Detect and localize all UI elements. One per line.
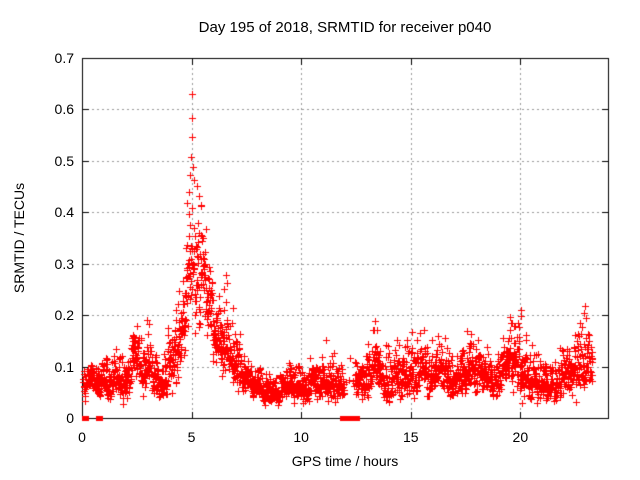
y-axis-title: SRMTID / TECUs <box>11 182 27 294</box>
y-tick-label: 0.1 <box>54 358 74 375</box>
x-tick-label: 5 <box>187 429 196 445</box>
x-tick-label: 20 <box>512 429 529 445</box>
y-tick-label: 0.6 <box>54 101 74 118</box>
y-tick-label: 0.4 <box>54 204 74 221</box>
x-axis-title: GPS time / hours <box>291 453 399 469</box>
x-tick-label: 0 <box>78 429 86 445</box>
y-tick-label: 0.3 <box>54 255 74 272</box>
y-tick-label: 0 <box>66 410 74 426</box>
x-tick-label: 10 <box>293 429 309 445</box>
y-tick-label: 0.5 <box>54 152 74 169</box>
chart-title: Day 195 of 2018, SRMTID for receiver p04… <box>198 19 492 36</box>
y-tick-label: 0.7 <box>54 50 74 66</box>
y-tick-label: 0.2 <box>54 307 74 324</box>
x-tick-label: 15 <box>402 429 419 445</box>
